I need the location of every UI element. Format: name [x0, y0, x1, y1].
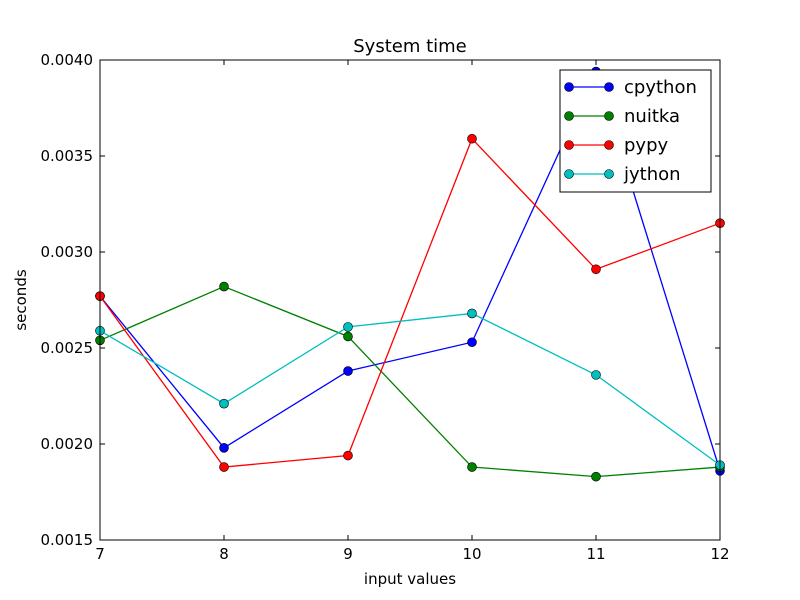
legend-label-pypy: pypy	[624, 135, 669, 156]
data-point-nuitka-9	[343, 331, 353, 342]
legend-marker-pypy	[604, 140, 614, 150]
data-point-pypy-8	[219, 462, 229, 472]
y-tick-label: 0.0035	[41, 147, 94, 165]
plot-frame	[99, 59, 721, 541]
series-line-jython	[99, 312, 721, 466]
plot-area	[95, 66, 725, 482]
data-point-nuitka-8	[219, 281, 229, 292]
x-tick-label: 11	[586, 545, 605, 563]
series-line-pypy	[99, 137, 721, 468]
data-point-cpython-10	[467, 337, 477, 348]
data-point-jython-9	[343, 322, 353, 332]
legend-label-jython: jython	[623, 164, 681, 185]
y-tick-label: 0.0030	[41, 243, 94, 261]
legend-marker-pypy	[564, 140, 574, 150]
legend-marker-jython	[564, 169, 574, 179]
legend-marker-jython	[604, 169, 614, 179]
x-tick-label: 10	[462, 545, 481, 563]
x-tick-label: 7	[95, 545, 105, 563]
axes: 7 8 9 10 11 12 0.0015 0.0020 0.0025 0.0030 0.0035 0…	[41, 51, 730, 563]
data-point-nuitka-11	[591, 471, 601, 482]
y-tick-label: 0.0040	[41, 51, 94, 69]
y-tick-label: 0.0020	[41, 435, 94, 453]
data-point-cpython-9	[343, 366, 353, 376]
data-point-pypy-11	[591, 264, 601, 275]
legend-marker-cpython	[564, 82, 574, 92]
legend-marker-nuitka	[564, 111, 574, 121]
x-tick-label: 12	[710, 545, 729, 563]
y-tick-label: 0.0025	[41, 339, 94, 357]
data-point-cpython-8	[219, 443, 229, 453]
data-point-jython-8	[219, 398, 229, 409]
legend-label-nuitka: nuitka	[624, 106, 680, 127]
legend-box	[559, 69, 712, 193]
x-tick-label: 9	[343, 545, 353, 563]
data-point-pypy-10	[467, 133, 477, 144]
legend: cpython nuitka pypy jython	[559, 69, 712, 193]
legend-marker-nuitka	[604, 111, 614, 121]
x-axis-label: input values	[364, 570, 456, 588]
chart-title: System time	[353, 36, 467, 57]
data-point-jython-11	[591, 370, 601, 380]
data-point-pypy-9	[343, 450, 353, 461]
legend-label-cpython: cpython	[624, 77, 697, 98]
data-point-jython-10	[467, 308, 477, 319]
y-axis-label: seconds	[12, 269, 30, 330]
data-point-nuitka-10	[467, 462, 477, 472]
y-tick-label: 0.0015	[41, 531, 94, 549]
series-line-nuitka	[99, 285, 721, 478]
legend-marker-cpython	[604, 82, 614, 92]
x-tick-label: 8	[219, 545, 229, 563]
